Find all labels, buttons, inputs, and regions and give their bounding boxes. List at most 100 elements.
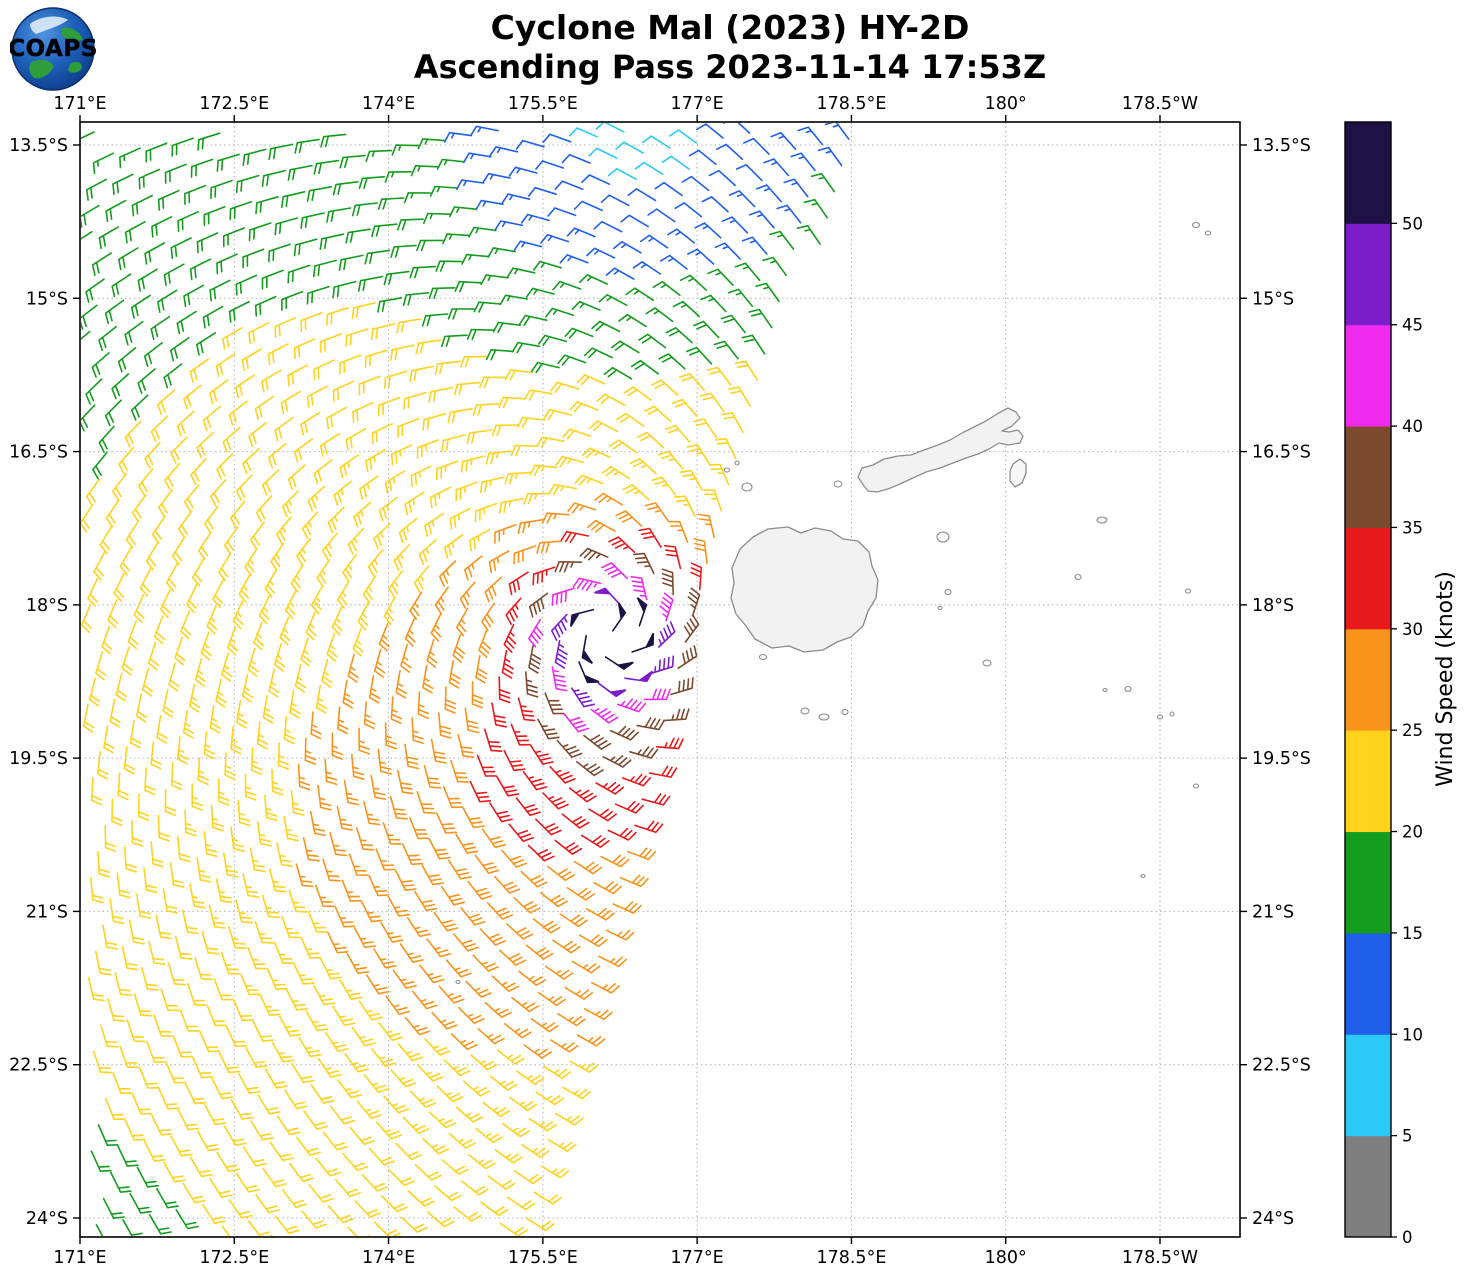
- wind-barb: [576, 374, 606, 386]
- wind-barb: [430, 612, 442, 642]
- wind-barb: [189, 883, 206, 909]
- wind-barb: [498, 497, 524, 514]
- wind-barb: [356, 827, 375, 851]
- wind-barb: [122, 1219, 143, 1236]
- wind-barb: [216, 1151, 240, 1172]
- wind-barb: [397, 218, 424, 231]
- wind-barb: [522, 771, 548, 791]
- wind-barb: [536, 540, 563, 554]
- y-tick-label-left: 18°S: [26, 596, 68, 616]
- wind-barb: [619, 874, 649, 888]
- wind-barb: [550, 381, 580, 393]
- wind-barb: [545, 307, 575, 318]
- wind-barb: [530, 1018, 559, 1033]
- wind-barb: [518, 314, 548, 326]
- wind-barb: [373, 948, 397, 969]
- wind-barb: [371, 1048, 397, 1067]
- wind-barb: [638, 333, 667, 349]
- wind-barb: [404, 1016, 431, 1036]
- wind-barb: [520, 213, 550, 224]
- wind-barb: [176, 736, 189, 765]
- wind-barb: [550, 1039, 579, 1053]
- wind-barb: [264, 1068, 288, 1089]
- wind-barb: [748, 210, 775, 229]
- globe-land-south: [29, 59, 54, 79]
- wind-barb: [105, 1098, 126, 1120]
- wind-barb: [300, 212, 325, 229]
- wind-barb: [339, 154, 366, 169]
- wind-barb: [105, 199, 127, 223]
- wind-barb: [769, 230, 795, 250]
- wind-barb: [336, 580, 350, 609]
- wind-barb: [593, 220, 623, 233]
- wind-barb: [184, 484, 200, 512]
- wind-barb: [163, 263, 185, 286]
- wind-barb: [588, 808, 617, 822]
- wind-barb: [225, 1025, 248, 1048]
- wind-barb: [216, 253, 238, 275]
- wind-barb: [596, 393, 626, 406]
- wind-barb: [364, 249, 391, 265]
- wind-barb: [571, 687, 595, 708]
- wind-barb: [636, 717, 665, 731]
- wind-barb: [352, 627, 364, 657]
- wind-barb: [559, 913, 588, 928]
- wind-barb: [615, 141, 644, 154]
- wind-barb: [583, 1008, 613, 1021]
- island-small: [734, 460, 740, 466]
- wind-barb: [573, 200, 603, 212]
- wind-barb: [163, 363, 183, 389]
- wind-barb: [491, 975, 519, 992]
- wind-barb: [253, 621, 265, 651]
- wind-barb: [123, 846, 137, 873]
- wind-barb: [170, 337, 190, 362]
- wind-barb: [622, 773, 652, 787]
- wind-barb: [576, 1034, 606, 1047]
- wind-barb: [487, 1175, 516, 1190]
- wind-barb: [447, 408, 473, 424]
- wind-barb: [578, 274, 608, 285]
- wind-barb: [228, 1199, 253, 1219]
- wind-barb: [294, 138, 320, 154]
- wind-barb: [430, 738, 447, 764]
- wind-barb: [581, 447, 611, 459]
- wind-barb: [390, 244, 417, 258]
- wind-barb: [191, 783, 203, 811]
- wind-barb: [377, 396, 401, 417]
- wind-barb: [141, 667, 154, 697]
- wind-barb: [501, 650, 514, 679]
- wind-barb: [484, 576, 503, 603]
- wind-barb: [699, 392, 725, 412]
- wind-barb: [143, 867, 158, 894]
- figure-titles: Cyclone Mal (2023) HY-2D Ascending Pass …: [0, 8, 1460, 86]
- wind-barb: [174, 935, 193, 960]
- wind-barb: [672, 300, 700, 318]
- wind-barb: [537, 991, 567, 1007]
- wind-barb: [218, 1051, 241, 1074]
- wind-barb: [383, 370, 408, 389]
- wind-barb: [228, 400, 248, 426]
- wind-barb: [162, 888, 179, 914]
- wind-barb: [329, 832, 348, 857]
- island-small: [944, 588, 952, 596]
- wind-barb: [475, 199, 504, 211]
- wind-barb: [654, 181, 683, 197]
- wind-barb: [91, 352, 110, 378]
- wind-barb: [95, 950, 112, 976]
- wind-barb: [184, 809, 197, 837]
- wind-barb: [113, 572, 125, 602]
- wind-barb: [150, 415, 168, 443]
- wind-barb: [554, 180, 584, 190]
- wind-barb: [642, 135, 671, 149]
- wind-barb: [591, 981, 620, 994]
- wind-barb: [248, 322, 270, 345]
- wind-barb: [313, 259, 337, 278]
- wind-barb: [141, 967, 159, 991]
- wind-barb: [235, 899, 253, 924]
- wind-barb: [535, 160, 565, 170]
- wind-barb: [288, 889, 308, 913]
- wind-barb: [218, 778, 230, 806]
- wind-barb: [137, 368, 156, 394]
- wind-barb: [363, 701, 376, 730]
- wind-barb: [576, 761, 604, 777]
